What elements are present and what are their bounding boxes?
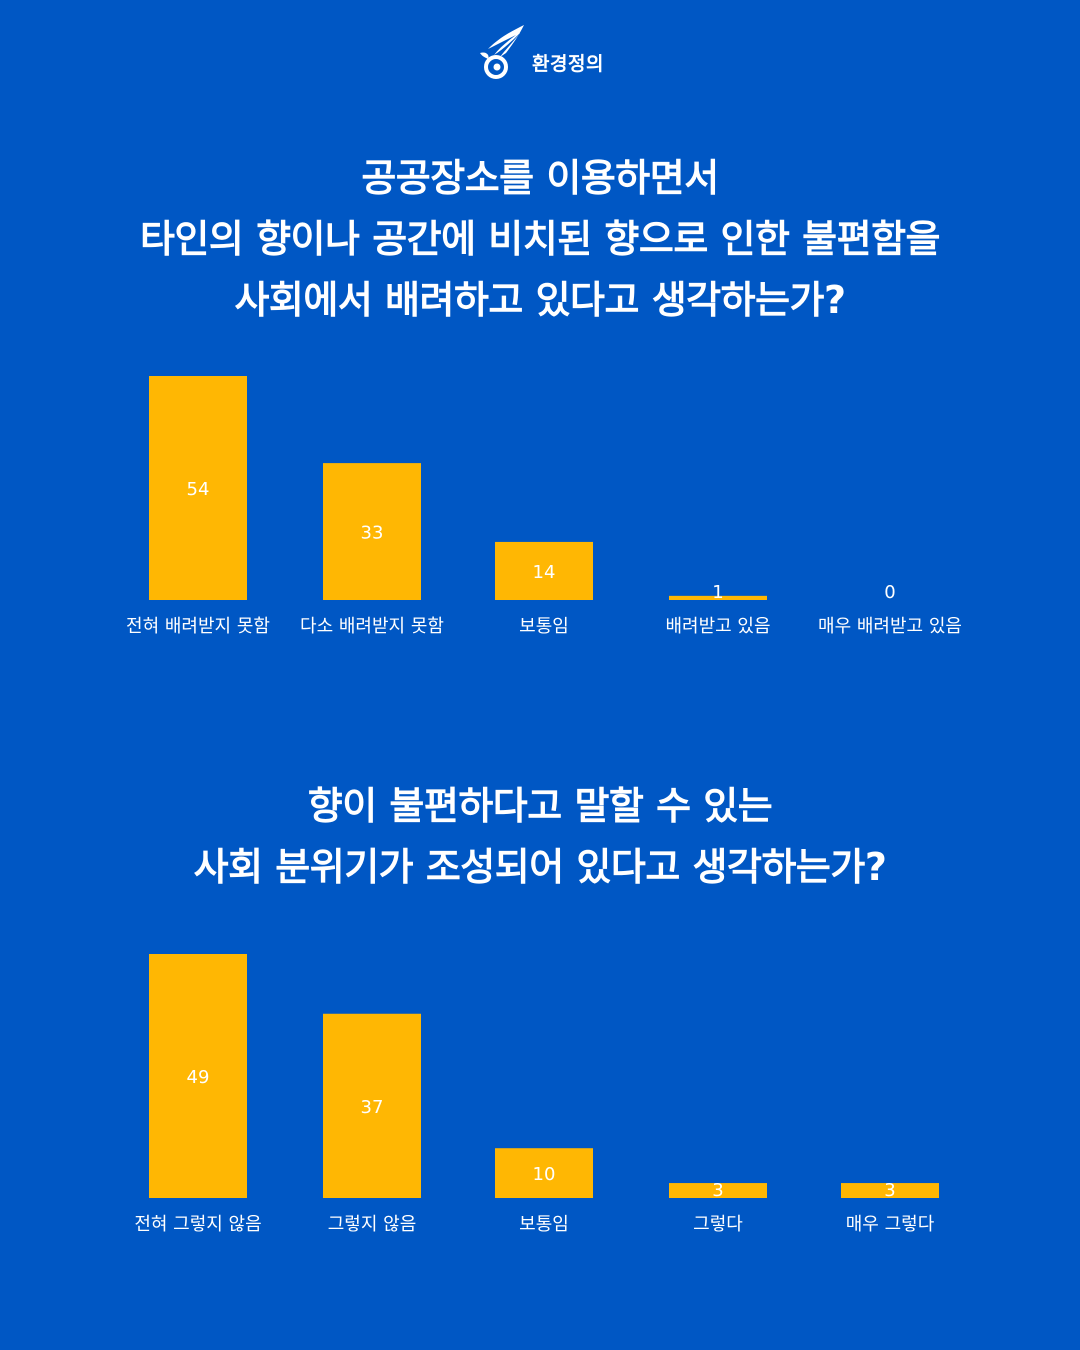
category-label: 다소 배려받지 못함 — [300, 616, 444, 637]
question-2-line: 향이 불편하다고 말할 수 있는 — [307, 784, 773, 828]
bar-4 — [669, 595, 767, 600]
bar-value-label: 3 — [712, 1180, 723, 1201]
bar-value-label: 49 — [187, 1067, 210, 1088]
category-label: 보통임 — [519, 1214, 569, 1235]
bar-3 — [495, 541, 593, 600]
category-label: 전혀 그렇지 않음 — [134, 1214, 261, 1235]
category-label: 배려받고 있음 — [665, 616, 770, 637]
question-1-line: 공공장소를 이용하면서 — [361, 156, 719, 200]
bar-value-label: 0 — [884, 582, 895, 603]
category-label: 그렇다 — [693, 1214, 743, 1235]
brand-logo: 환경정의 — [0, 22, 1080, 82]
brand-name: 환경정의 — [532, 52, 604, 75]
question-2-line: 사회 분위기가 조성되어 있다고 생각하는가? — [193, 845, 887, 889]
question-2-title: 향이 불편하다고 말할 수 있는 사회 분위기가 조성되어 있다고 생각하는가? — [0, 776, 1080, 898]
bar-value-label: 14 — [533, 562, 556, 583]
bar-value-label: 3 — [884, 1180, 895, 1201]
chart-1: 54 전혀 배려받지 못함 33 다소 배려받지 못함 14 보통임 1 배려받고 있음 0 매우… — [126, 376, 962, 637]
bar-value-label: 54 — [187, 479, 210, 500]
category-label: 전혀 배려받지 못함 — [126, 616, 270, 637]
bar-4 — [669, 1183, 767, 1198]
category-label: 그렇지 않음 — [328, 1214, 417, 1235]
bar-value-label: 10 — [533, 1164, 556, 1185]
bar-2 — [323, 1013, 421, 1198]
category-label: 보통임 — [519, 616, 569, 637]
bar-value-label: 1 — [712, 582, 723, 603]
bar-5 — [841, 1183, 939, 1198]
eagle-logo-icon — [480, 25, 525, 79]
bar-2 — [323, 463, 421, 600]
chart-2: 49 전혀 그렇지 않음 37 그렇지 않음 10 보통임 3 그렇다 3 매우 그렇다 — [134, 954, 939, 1235]
category-label: 매우 그렇다 — [846, 1214, 935, 1235]
question-1-line: 사회에서 배려하고 있다고 생각하는가? — [234, 278, 846, 322]
bar-value-label: 33 — [361, 523, 384, 544]
question-1-line: 타인의 향이나 공간에 비치된 향으로 인한 불편함을 — [139, 217, 941, 261]
question-1-title: 공공장소를 이용하면서 타인의 향이나 공간에 비치된 향으로 인한 불편함을 … — [0, 148, 1080, 331]
bar-value-label: 37 — [361, 1097, 384, 1118]
category-label: 매우 배려받고 있음 — [818, 616, 962, 637]
bar-1 — [149, 376, 247, 600]
bar-1 — [149, 954, 247, 1198]
bar-3 — [495, 1148, 593, 1198]
